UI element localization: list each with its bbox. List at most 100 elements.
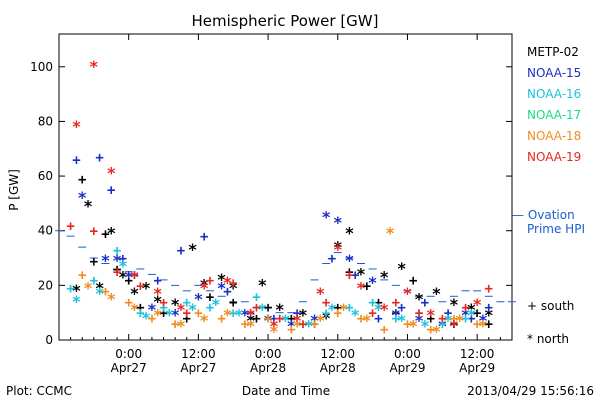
legend-ovation-line2: Prime HPI [527,222,585,236]
legend-north: * north [527,332,569,346]
point-south: + [334,306,342,322]
point-south: + [270,311,278,327]
point-south: + [113,262,121,278]
point-south: + [101,226,109,242]
point-north: * [455,311,465,330]
point-south: + [392,295,400,311]
point-north: * [385,224,395,243]
point-north: * [449,295,459,314]
point-south: + [183,311,191,327]
point-south: + [310,317,318,333]
point-south: + [206,273,214,289]
point-north: * [153,292,163,311]
point-south: + [223,284,231,300]
legend-entry: NOAA-19 [527,150,581,164]
x-tick-label: 0:00 [255,347,282,361]
x-tick-date: Apr27 [111,361,147,375]
point-south: + [461,300,469,316]
point-north: * [234,306,244,325]
point-south: + [264,311,272,327]
point-north: * [118,257,128,276]
point-north: * [356,265,366,284]
point-north: * [437,317,447,336]
point-south: + [206,289,214,305]
point-south: + [438,311,446,327]
point-south: + [206,300,214,316]
point-south: + [72,153,80,169]
x-tick-date: Apr29 [459,361,495,375]
point-south: + [467,311,475,327]
point-south: + [287,322,295,338]
point-north: * [72,117,82,136]
point-south: + [113,265,121,281]
point-north: * [321,207,331,226]
point-north: * [246,317,256,336]
point-north: * [432,322,442,341]
timestamp: 2013/04/29 15:56:16 [467,384,594,398]
point-south: + [485,281,493,297]
point-south: + [107,183,115,199]
point-south: + [392,306,400,322]
point-north: * [263,311,273,330]
data-points: ++++++ + ++ ++++ ++++++++ +++****** ** *** * ****… [66,57,493,341]
point-south: + [310,317,318,333]
point-south: + [328,251,336,267]
point-south: + [450,317,458,333]
point-south: + [183,306,191,322]
point-south: + [380,322,388,338]
point-south: + [159,300,167,316]
point-north: * [432,284,442,303]
legend-entry: NOAA-15 [527,66,581,80]
point-south: + [252,311,260,327]
point-south: + [252,289,260,305]
point-south: + [78,267,86,283]
point-north: * [467,306,477,325]
point-south: + [101,284,109,300]
point-north: * [194,289,204,308]
point-north: * [83,278,93,297]
point-south: + [293,306,301,322]
point-north: * [153,284,163,303]
point-north: * [77,188,87,207]
point-north: * [89,57,99,76]
x-axis-label: Date and Time [242,384,330,398]
point-north: * [316,284,326,303]
ovation-series [55,230,516,314]
legend-ovation-line1: — Ovation [512,208,575,222]
point-north: * [72,281,82,300]
point-north: * [95,278,105,297]
point-north: * [333,237,343,256]
point-south: + [171,317,179,333]
point-south: + [159,295,167,311]
point-south: + [229,295,237,311]
point-south: + [148,311,156,327]
point-north: * [223,306,233,325]
point-north: * [269,317,279,336]
point-north: * [350,306,360,325]
point-south: + [183,295,191,311]
point-south: + [444,306,452,322]
point-south: + [409,273,417,289]
point-north: * [443,311,453,330]
point-south: + [124,273,132,289]
point-north: * [461,306,471,325]
point-north: * [379,300,389,319]
point-south: + [345,267,353,283]
point-south: + [299,317,307,333]
point-north: * [240,306,250,325]
point-south: + [159,306,167,322]
point-north: * [257,276,267,295]
y-axis-label: P [GW] [7,169,21,211]
x-axis-ticks: 0:00Apr2712:00Apr270:00Apr2812:00Apr280:… [70,34,501,375]
point-north: * [176,317,186,336]
point-south: + [485,317,493,333]
legend: METP-02 NOAA-15 NOAA-16 NOAA-17 NOAA-18 NOAA-… [527,45,581,164]
point-south: + [322,295,330,311]
point-south: + [374,311,382,327]
y-tick-label: 40 [38,224,53,238]
point-north: * [106,289,116,308]
point-north: * [414,311,424,330]
point-south: + [241,317,249,333]
point-south: + [351,267,359,283]
